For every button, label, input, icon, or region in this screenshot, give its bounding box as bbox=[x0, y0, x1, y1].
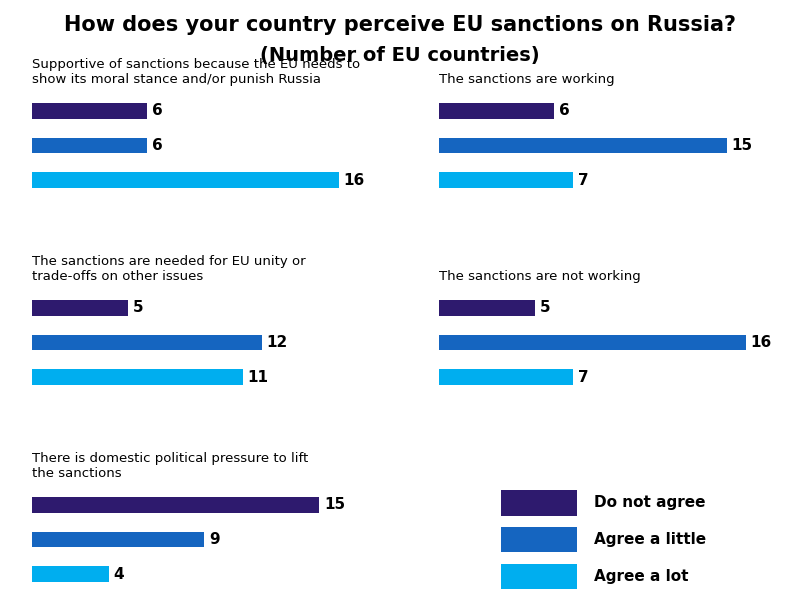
Text: The sanctions are needed for EU unity or
trade-offs on other issues: The sanctions are needed for EU unity or… bbox=[32, 255, 306, 283]
Bar bbox=[439, 103, 554, 119]
Text: 6: 6 bbox=[152, 104, 162, 118]
Text: Agree a lot: Agree a lot bbox=[594, 569, 689, 583]
Bar bbox=[32, 335, 262, 350]
Text: 7: 7 bbox=[578, 173, 589, 188]
Bar bbox=[32, 103, 147, 119]
Text: 15: 15 bbox=[731, 138, 753, 153]
Text: There is domestic political pressure to lift
the sanctions: There is domestic political pressure to … bbox=[32, 452, 308, 480]
Text: 6: 6 bbox=[559, 104, 570, 118]
Bar bbox=[439, 335, 746, 350]
Bar bbox=[32, 172, 338, 188]
FancyBboxPatch shape bbox=[501, 563, 577, 589]
Bar bbox=[32, 138, 147, 153]
Text: 6: 6 bbox=[152, 138, 162, 153]
Bar bbox=[439, 138, 726, 153]
Text: 5: 5 bbox=[540, 300, 550, 315]
FancyBboxPatch shape bbox=[501, 527, 577, 552]
Text: 12: 12 bbox=[266, 335, 288, 350]
Bar bbox=[439, 300, 535, 315]
Bar bbox=[32, 370, 243, 385]
Text: 5: 5 bbox=[133, 300, 143, 315]
Text: 9: 9 bbox=[210, 532, 220, 547]
Text: 15: 15 bbox=[324, 498, 346, 512]
Text: 16: 16 bbox=[750, 335, 772, 350]
Text: The sanctions are not working: The sanctions are not working bbox=[439, 270, 641, 283]
Bar bbox=[32, 566, 109, 582]
Text: 11: 11 bbox=[247, 370, 269, 385]
Bar bbox=[32, 497, 319, 513]
Text: 16: 16 bbox=[343, 173, 365, 188]
FancyBboxPatch shape bbox=[501, 490, 577, 515]
Text: How does your country perceive EU sanctions on Russia?: How does your country perceive EU sancti… bbox=[64, 15, 736, 35]
Bar bbox=[32, 532, 205, 547]
Text: (Number of EU countries): (Number of EU countries) bbox=[260, 46, 540, 65]
Text: 7: 7 bbox=[578, 370, 589, 385]
Text: 4: 4 bbox=[114, 567, 124, 582]
Bar bbox=[439, 370, 573, 385]
Text: The sanctions are working: The sanctions are working bbox=[439, 72, 614, 86]
Bar bbox=[32, 300, 128, 315]
Text: Do not agree: Do not agree bbox=[594, 495, 706, 510]
Text: Supportive of sanctions because the EU needs to
show its moral stance and/or pun: Supportive of sanctions because the EU n… bbox=[32, 58, 360, 86]
Bar bbox=[439, 172, 573, 188]
Text: Agree a little: Agree a little bbox=[594, 532, 706, 547]
